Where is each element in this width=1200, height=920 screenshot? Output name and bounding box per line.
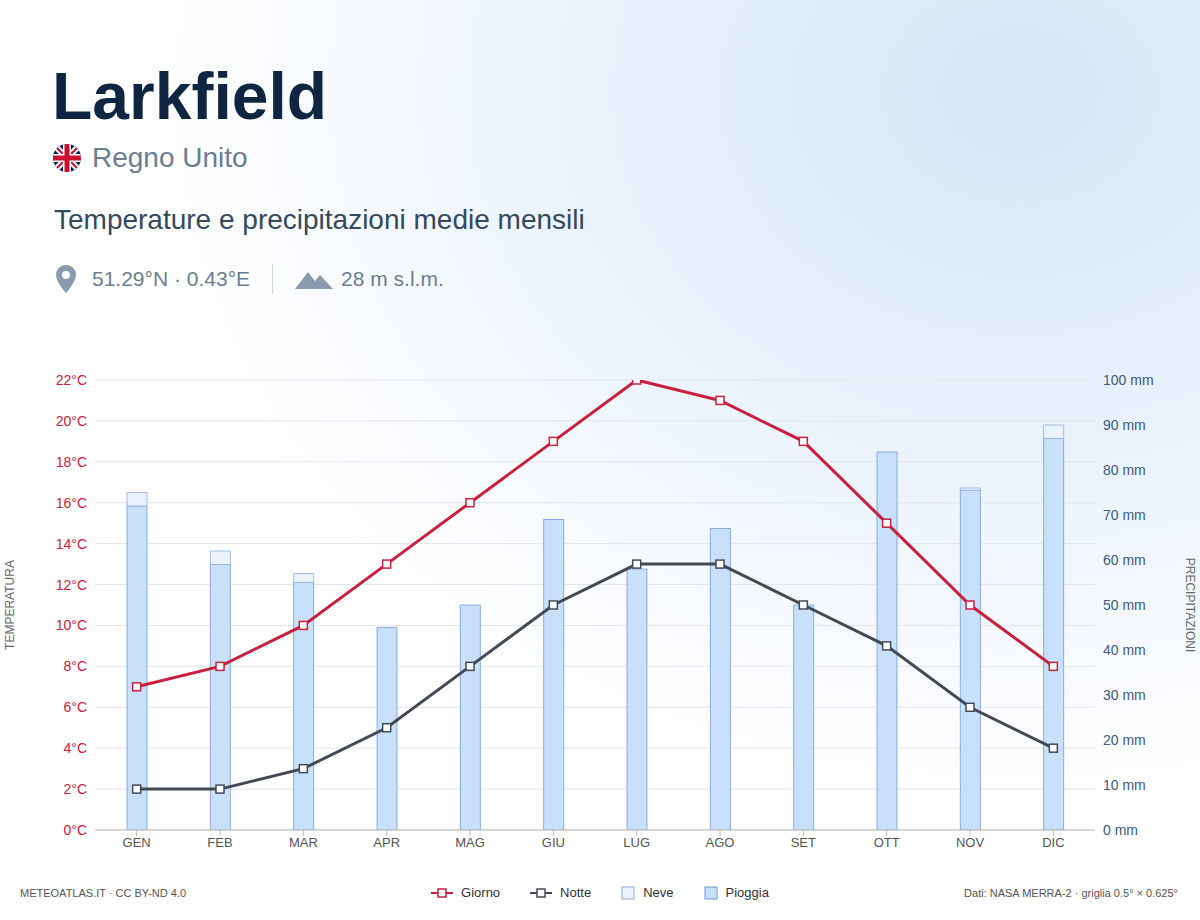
svg-text:50 mm: 50 mm — [1103, 597, 1146, 613]
svg-text:SET: SET — [791, 835, 816, 850]
svg-text:MAG: MAG — [455, 835, 485, 850]
svg-text:20 mm: 20 mm — [1103, 732, 1146, 748]
svg-text:LUG: LUG — [623, 835, 650, 850]
html-text:Notte: Notte — [560, 885, 592, 900]
svg-text:0 mm: 0 mm — [1103, 822, 1138, 838]
svg-text:18°C: 18°C — [56, 454, 87, 470]
html-text:Dati: NASA MERRA-2 · griglia 0: Dati: NASA MERRA-2 · griglia 0.5° × 0.62… — [964, 887, 1178, 899]
svg-text:OTT: OTT — [874, 835, 900, 850]
html-text:Regno Unito: Regno Unito — [92, 142, 248, 173]
svg-text:NOV: NOV — [956, 835, 985, 850]
svg-text:0°C: 0°C — [64, 822, 88, 838]
html-text:Larkfield: Larkfield — [52, 59, 328, 133]
svg-text:22°C: 22°C — [56, 372, 87, 388]
svg-text:12°C: 12°C — [56, 577, 87, 593]
html-text:Temperature e precipitazioni m: Temperature e precipitazioni medie mensi… — [54, 204, 585, 235]
svg-text:PRECIPITAZIONI: PRECIPITAZIONI — [1183, 558, 1197, 652]
svg-text:40 mm: 40 mm — [1103, 642, 1146, 658]
svg-text:GEN: GEN — [123, 835, 151, 850]
svg-text:AGO: AGO — [706, 835, 735, 850]
svg-text:6°C: 6°C — [64, 699, 88, 715]
svg-text:90 mm: 90 mm — [1103, 417, 1146, 433]
svg-text:DIC: DIC — [1042, 835, 1064, 850]
html-text:Pioggia: Pioggia — [725, 885, 769, 900]
html-text:28 m s.l.m.: 28 m s.l.m. — [341, 267, 444, 290]
svg-text:GIU: GIU — [542, 835, 565, 850]
svg-text:20°C: 20°C — [56, 413, 87, 429]
html-text:Neve: Neve — [643, 885, 674, 900]
svg-text:10°C: 10°C — [56, 617, 87, 633]
svg-text:10 mm: 10 mm — [1103, 777, 1146, 793]
svg-text:FEB: FEB — [207, 835, 232, 850]
svg-text:30 mm: 30 mm — [1103, 687, 1146, 703]
svg-text:16°C: 16°C — [56, 495, 87, 511]
html-text:METEOATLAS.IT · CC BY-ND 4.0: METEOATLAS.IT · CC BY-ND 4.0 — [20, 887, 187, 899]
svg-text:70 mm: 70 mm — [1103, 507, 1146, 523]
svg-text:14°C: 14°C — [56, 536, 87, 552]
svg-text:8°C: 8°C — [64, 658, 88, 674]
svg-text:100 mm: 100 mm — [1103, 372, 1154, 388]
svg-text:APR: APR — [373, 835, 400, 850]
svg-text:60 mm: 60 mm — [1103, 552, 1146, 568]
svg-text:MAR: MAR — [289, 835, 318, 850]
svg-text:80 mm: 80 mm — [1103, 462, 1146, 478]
svg-text:4°C: 4°C — [64, 740, 88, 756]
svg-text:2°C: 2°C — [64, 781, 88, 797]
html-text:Giorno: Giorno — [461, 885, 501, 900]
svg-text:TEMPERATURA: TEMPERATURA — [3, 560, 17, 650]
html-text:51.29°N · 0.43°E: 51.29°N · 0.43°E — [92, 267, 251, 290]
